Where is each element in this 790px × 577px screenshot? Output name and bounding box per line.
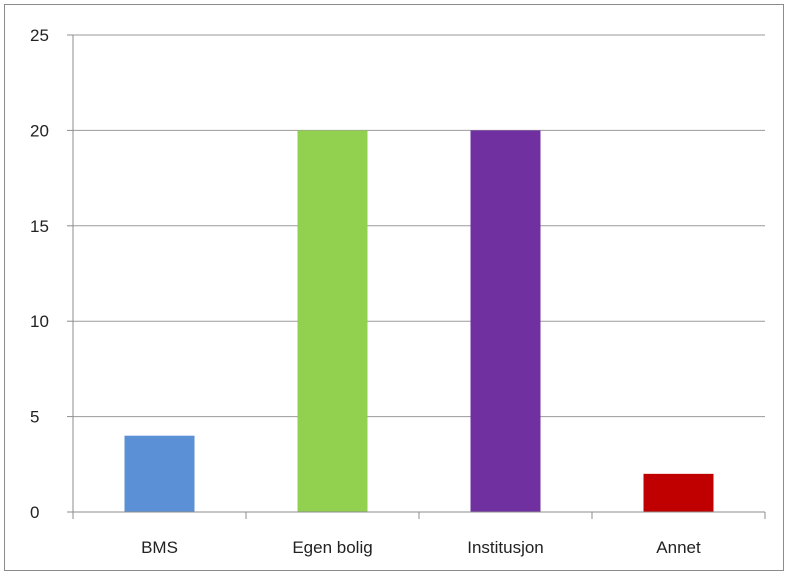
bar-annet	[643, 473, 714, 512]
x-category-label: Egen bolig	[292, 538, 372, 557]
y-tick-label: 0	[30, 503, 39, 522]
y-tick-label: 5	[30, 408, 39, 427]
y-axis-ticks: 0 5 10 15 20 25	[30, 26, 74, 522]
x-category-label: BMS	[141, 538, 178, 557]
x-axis	[72, 511, 766, 519]
bars	[124, 130, 714, 512]
y-tick-label: 20	[30, 121, 49, 140]
x-category-label: Annet	[656, 538, 701, 557]
x-axis-labels: BMS Egen bolig Institusjon Annet	[141, 538, 701, 557]
y-tick-label: 15	[30, 217, 49, 236]
gridlines	[73, 34, 765, 418]
x-category-label: Institusjon	[467, 538, 544, 557]
bar-institusjon	[470, 130, 541, 512]
bar-bms	[124, 435, 195, 512]
bar-egen-bolig	[297, 130, 368, 512]
y-tick-label: 25	[30, 26, 49, 45]
y-tick-label: 10	[30, 312, 49, 331]
